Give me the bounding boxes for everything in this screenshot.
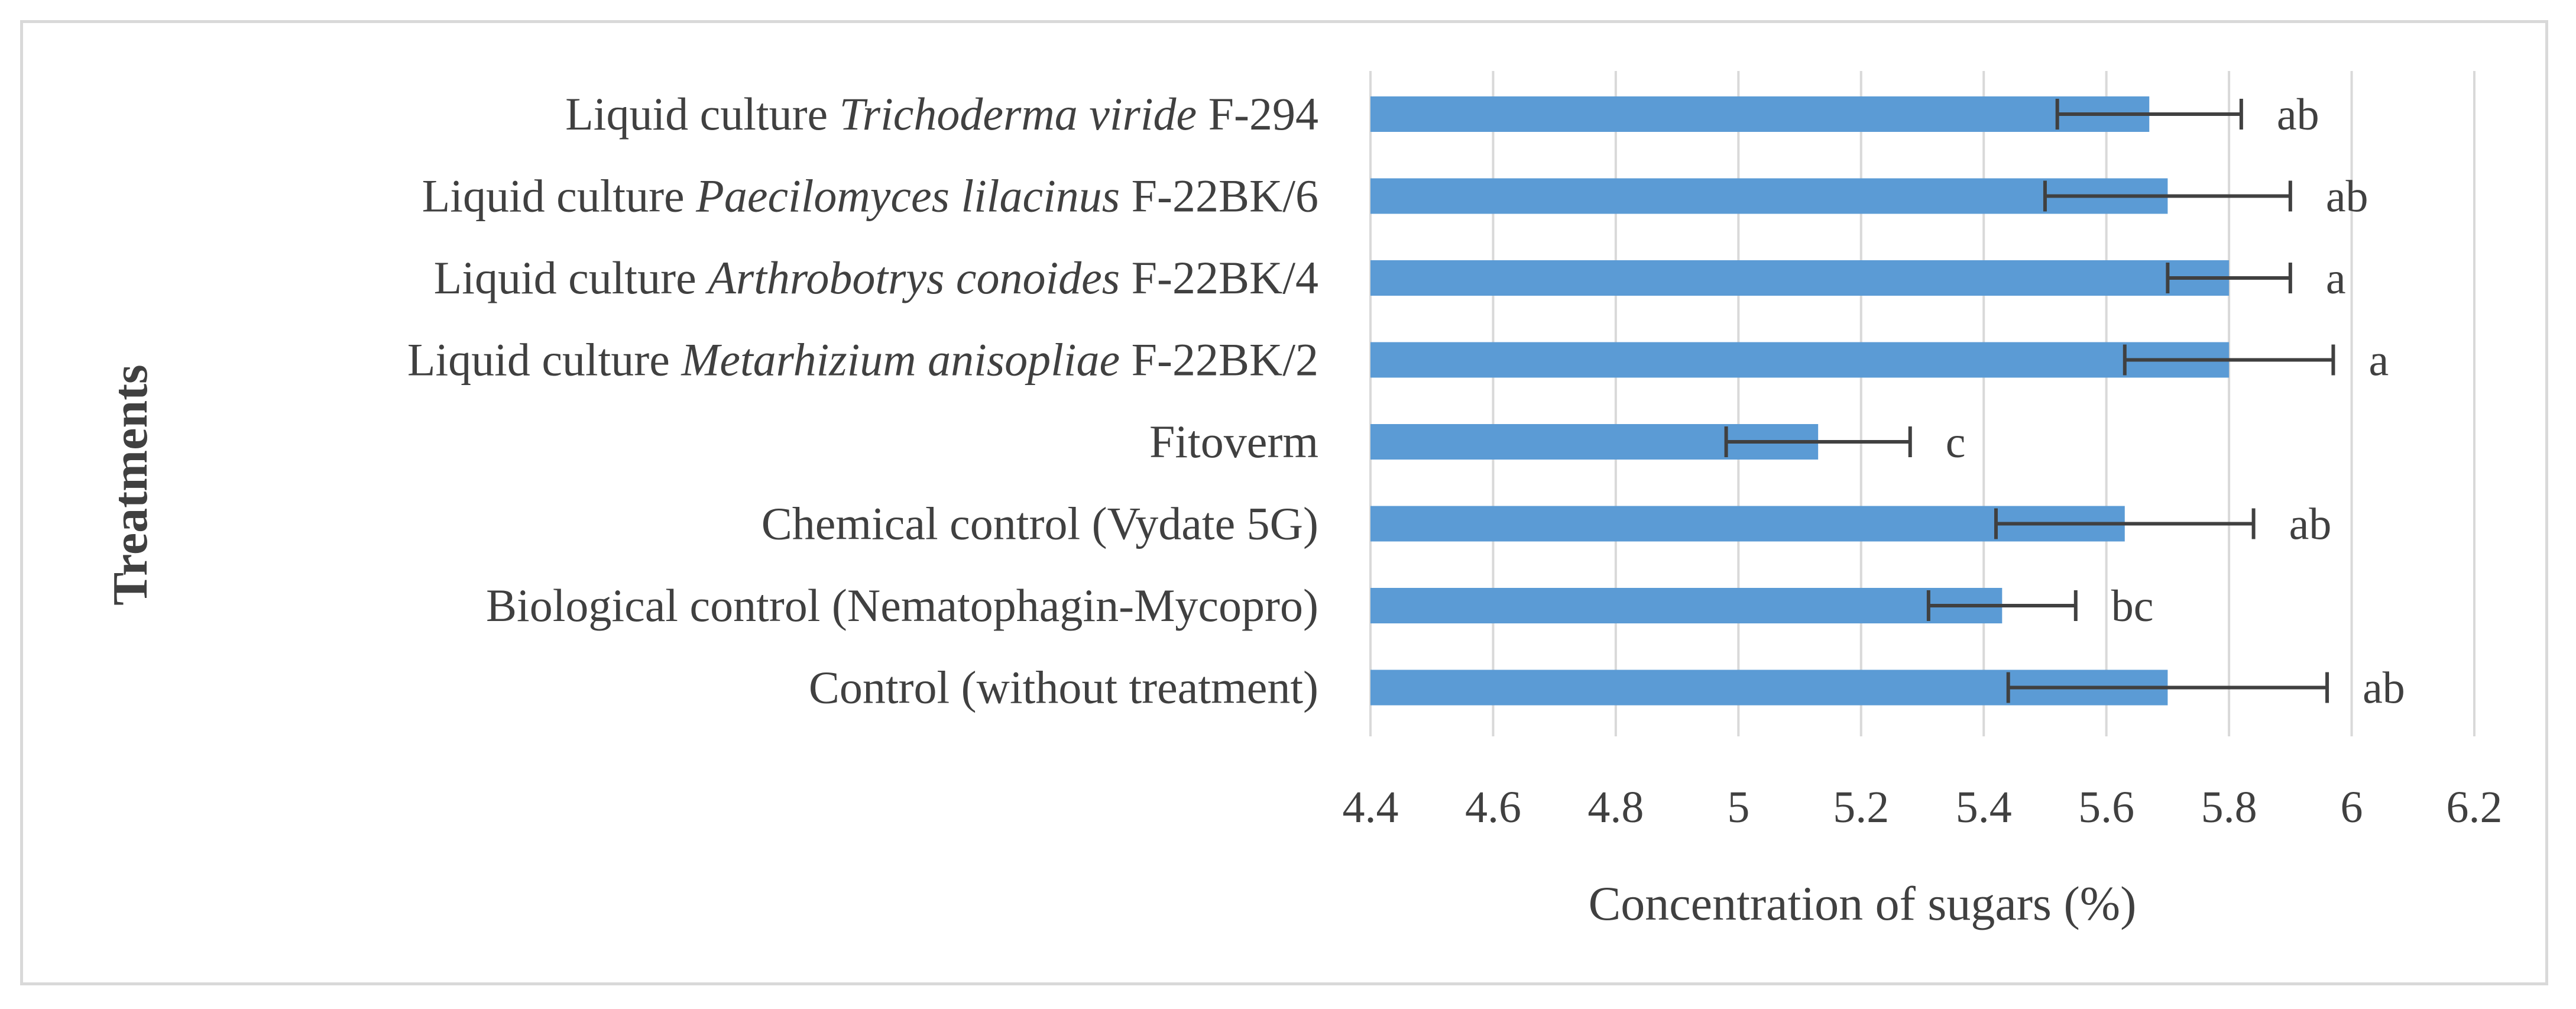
x-tick-label: 5.4	[1956, 782, 2012, 832]
significance-label: c	[1946, 418, 1966, 467]
x-tick-labels: 4.4 4.6 4.8 5 5.2 5.4 5.6 5.8 6 6.2	[1343, 782, 2503, 832]
category-label: Fitoverm	[1149, 416, 1318, 467]
bar	[1370, 342, 2230, 378]
error-bar	[1724, 426, 1912, 457]
category-labels: Liquid culture Trichoderma viride F-294 L…	[407, 88, 1318, 713]
category-label: Liquid culture Arthrobotrys conoides F-2…	[434, 252, 1318, 303]
bar	[1370, 260, 2230, 296]
significance-label: a	[2326, 254, 2346, 303]
category-label: Liquid culture Paecilomyces lilacinus F-…	[422, 170, 1318, 222]
x-tick-label: 5.2	[1833, 782, 1889, 832]
category-label: Biological control (Nematophagin-Mycopro…	[486, 580, 1318, 631]
error-bar	[2123, 344, 2335, 376]
x-tick-label: 4.6	[1465, 782, 1521, 832]
significance-label: ab	[2289, 500, 2332, 549]
x-axis-label: Concentration of sugars (%)	[1589, 877, 2137, 930]
y-axis-label: Treatments	[103, 364, 158, 605]
error-bars	[1724, 99, 2335, 703]
significance-label: ab	[2326, 172, 2368, 222]
significance-label: ab	[2277, 90, 2319, 140]
x-tick-label: 4.4	[1343, 782, 1399, 832]
bar	[1370, 178, 2168, 214]
category-label: Chemical control (Vydate 5G)	[762, 498, 1318, 549]
category-label: Liquid culture Trichoderma viride F-294	[565, 88, 1318, 140]
error-bar	[2043, 180, 2292, 212]
bars	[1370, 96, 2230, 706]
significance-label: a	[2368, 336, 2389, 386]
bar	[1370, 96, 2150, 132]
category-label: Control (without treatment)	[809, 662, 1318, 713]
error-bar	[2055, 99, 2243, 130]
category-label: Liquid culture Metarhizium anisopliae F-…	[407, 334, 1318, 386]
bar	[1370, 588, 2003, 623]
significance-label: ab	[2363, 664, 2405, 713]
gridlines	[1369, 71, 2475, 736]
x-tick-label: 4.8	[1587, 782, 1644, 832]
error-bar	[1994, 508, 2256, 539]
x-tick-label: 6	[2341, 782, 2363, 832]
error-bar	[2166, 263, 2292, 293]
x-tick-label: 5.6	[2078, 782, 2134, 832]
x-tick-label: 6.2	[2447, 782, 2503, 832]
x-tick-label: 5.8	[2201, 782, 2257, 832]
significance-label: bc	[2111, 581, 2154, 631]
error-bar	[1926, 590, 2078, 621]
x-tick-label: 5	[1727, 782, 1749, 832]
error-bar	[2006, 672, 2329, 703]
